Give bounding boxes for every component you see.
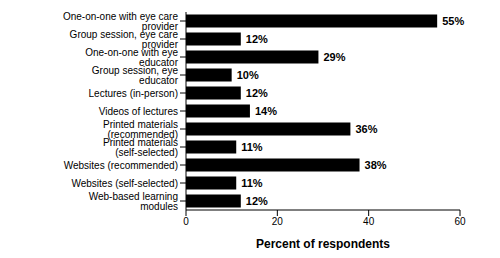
svg-text:Websites (self-selected): Websites (self-selected) <box>71 178 178 189</box>
html-text:provider: provider <box>141 20 178 32</box>
html-text:Group session, eye care: Group session, eye care <box>69 28 178 40</box>
svg-text:14%: 14% <box>255 105 277 117</box>
svg-text:60: 60 <box>454 216 466 227</box>
html-text:One-on-one with eye: One-on-one with eye <box>85 46 178 58</box>
svg-text:Printed materials(self-selecte: Printed materials(self-selected) <box>103 137 178 158</box>
svg-text:10%: 10% <box>237 69 259 81</box>
svg-text:29%: 29% <box>323 51 345 63</box>
svg-text:11%: 11% <box>241 141 263 153</box>
svg-text:Web-based learningmodules: Web-based learningmodules <box>89 191 178 212</box>
svg-text:40: 40 <box>363 216 375 227</box>
svg-text:36%: 36% <box>355 123 377 135</box>
svg-text:38%: 38% <box>365 159 387 171</box>
svg-text:Lectures (in-person): Lectures (in-person) <box>89 88 178 99</box>
svg-text:20: 20 <box>272 216 284 227</box>
html-text:One-on-one with eye care: One-on-one with eye care <box>62 10 178 22</box>
svg-text:11%: 11% <box>241 177 263 189</box>
html-text:educator: educator <box>139 56 178 68</box>
svg-text:0: 0 <box>183 216 189 227</box>
svg-text:12%: 12% <box>246 87 268 99</box>
svg-text:Group session, eyeeducator: Group session, eyeeducator <box>92 65 179 86</box>
svg-text:Websites (recommended): Websites (recommended) <box>64 160 178 171</box>
html-text:Printed materials: Printed materials <box>103 118 178 130</box>
html-text:(recommended): (recommended) <box>107 128 178 140</box>
svg-text:12%: 12% <box>246 33 268 45</box>
svg-text:55%: 55% <box>442 15 464 27</box>
svg-text:Videos of lectures: Videos of lectures <box>99 106 178 117</box>
svg-text:Percent of respondents: Percent of respondents <box>256 237 390 250</box>
svg-text:12%: 12% <box>246 195 268 207</box>
html-text:provider: provider <box>141 38 178 50</box>
